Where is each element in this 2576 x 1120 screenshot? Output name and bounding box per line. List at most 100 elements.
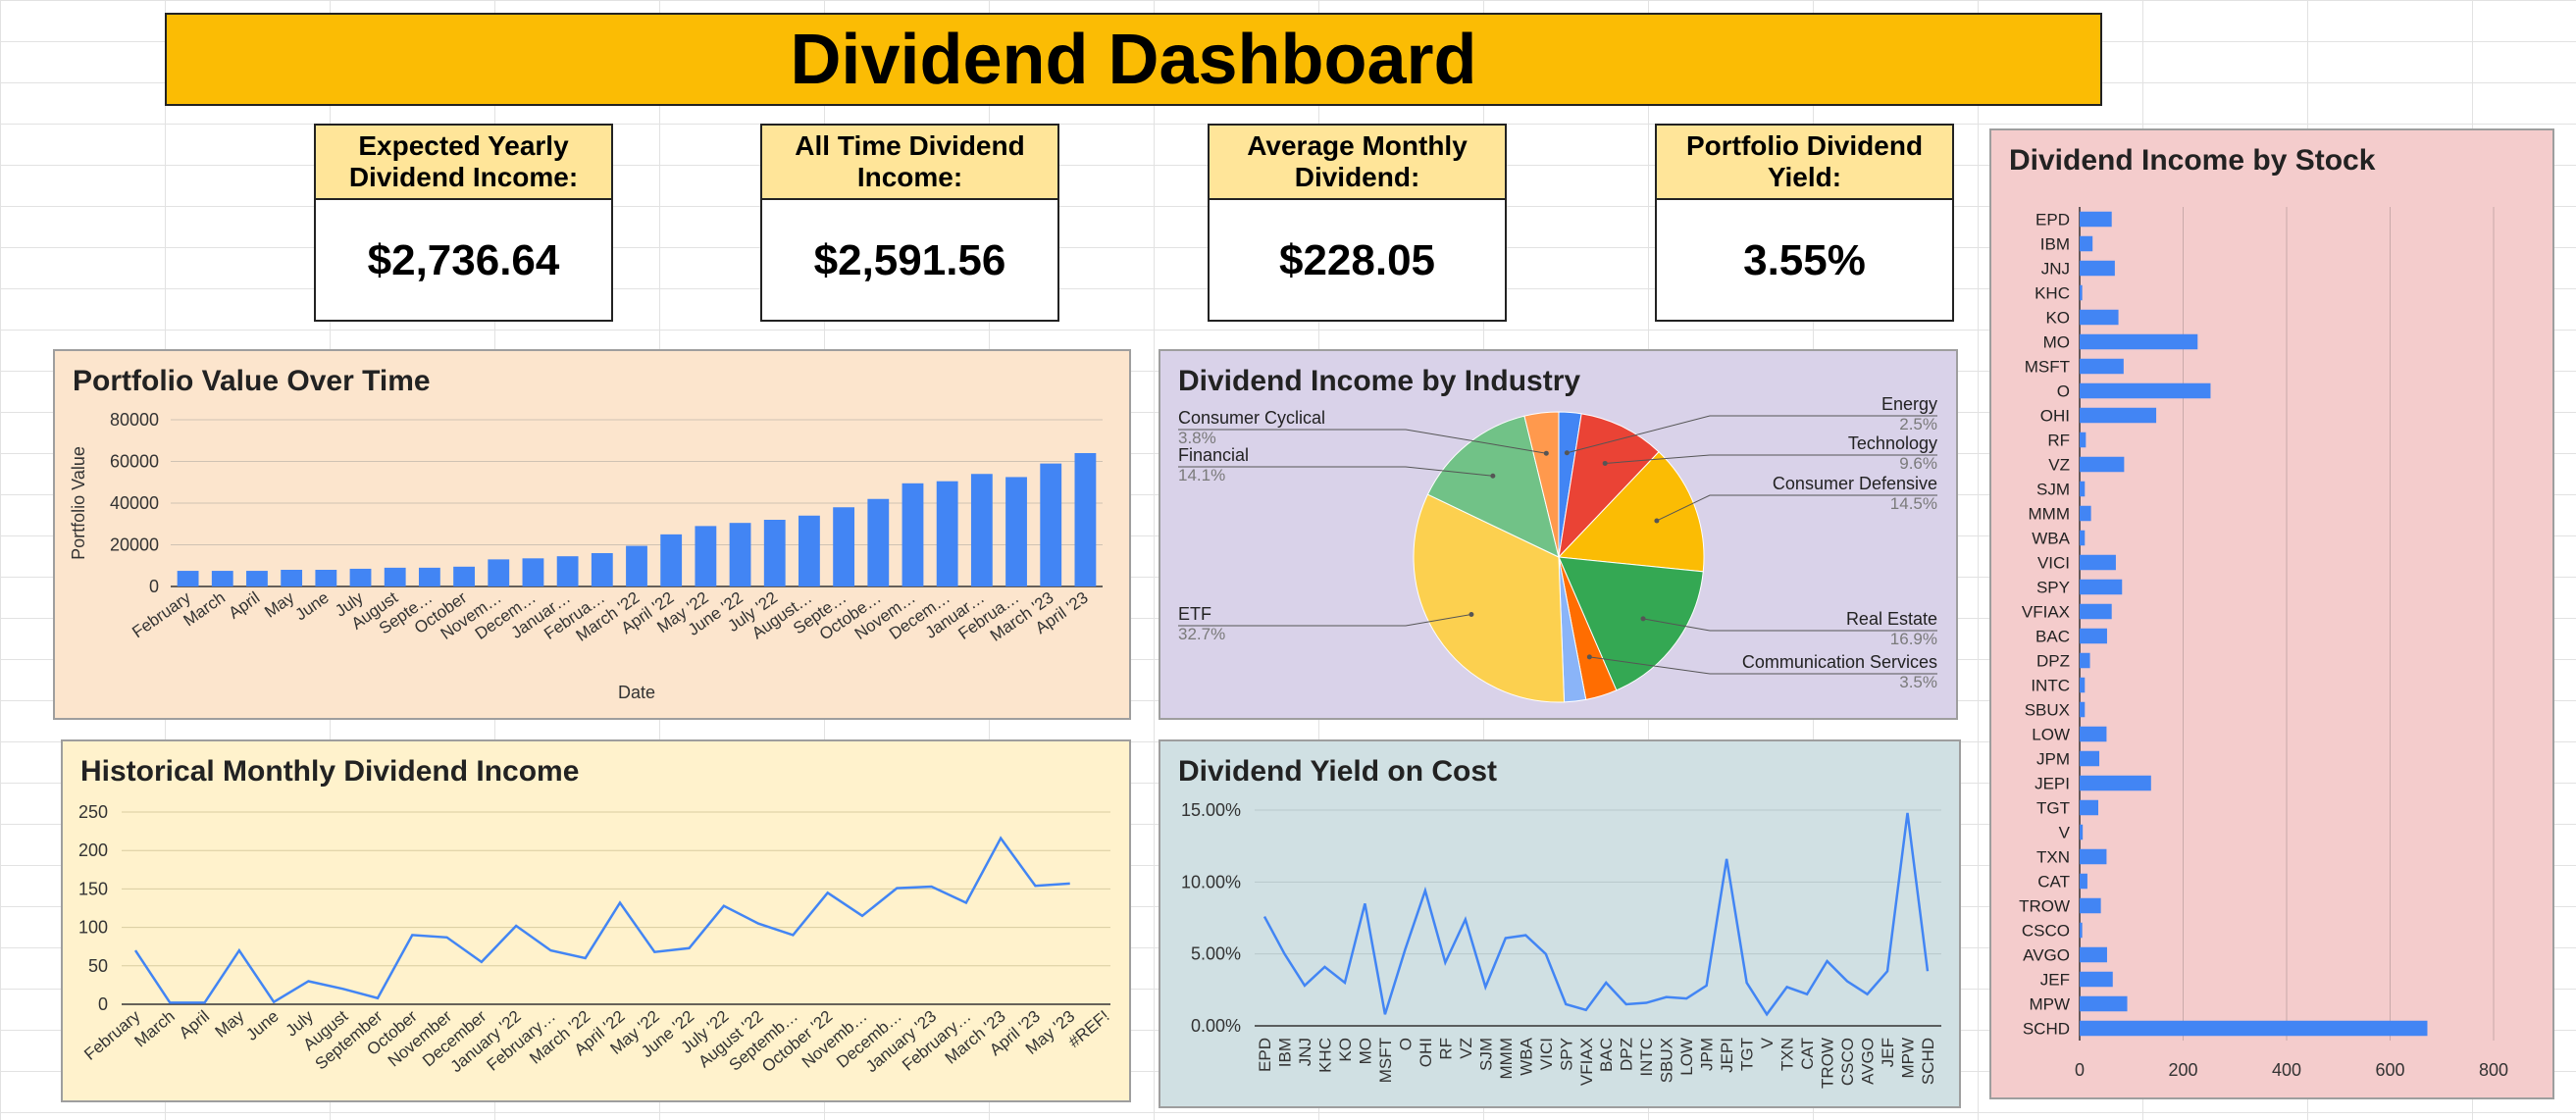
y-tick-label: 40000 (110, 493, 159, 513)
bar (2080, 382, 2211, 399)
y-tick-label: INTC (2031, 677, 2070, 695)
x-tick-label: SJM (1476, 1038, 1495, 1071)
x-tick-label: SPY (1557, 1038, 1575, 1071)
y-tick-label: MPW (2029, 995, 2070, 1014)
bar (488, 559, 510, 586)
y-tick-label: SJM (2036, 481, 2070, 499)
bar (2080, 432, 2087, 448)
bar (2080, 579, 2123, 595)
kpi-expected-yearly-income: Expected Yearly Dividend Income: $2,736.… (314, 124, 613, 322)
bar (2080, 922, 2083, 939)
y-tick-label: EPD (2035, 211, 2070, 229)
x-tick-label: SCHD (1919, 1038, 1937, 1085)
x-tick-label: OHI (1417, 1038, 1435, 1067)
y-tick-label: V (2059, 824, 2071, 842)
x-tick-label: JEPI (1718, 1038, 1736, 1073)
stock-chart-canvas: 0 200 400 600 800 EPD IBM JNJ KHC KO MO MSFT O OHI RF V… (2019, 207, 2508, 1080)
bar (2080, 407, 2157, 424)
x-tick-label: VFIAX (1577, 1038, 1596, 1086)
x-tick-label: JNJ (1296, 1038, 1314, 1066)
yield-on-cost-chart[interactable]: Dividend Yield on Cost 0.00% 5.00% 10.00% 1… (1159, 739, 1961, 1108)
pie-label: Consumer Cyclical (1178, 408, 1325, 428)
bar (349, 568, 372, 586)
y-tick-label: SBUX (2025, 701, 2070, 720)
kpi-value: $2,591.56 (813, 236, 1006, 284)
leader-line (1589, 656, 1937, 675)
y-tick-label: MMM (2029, 505, 2070, 524)
bar (384, 567, 406, 586)
y-tick-label: JEF (2040, 971, 2070, 990)
x-tick-label: JPM (1698, 1038, 1717, 1071)
y-tick-label: JNJ (2041, 260, 2070, 279)
x-tick-label: RF (1436, 1038, 1455, 1060)
y-tick-label: 60000 (110, 452, 159, 472)
x-tick-label: V (1758, 1037, 1777, 1048)
x-tick-label: June (242, 1007, 282, 1044)
y-tick-label: TXN (2036, 848, 2070, 867)
bar (2080, 726, 2107, 742)
y-tick-label: VFIAX (2022, 603, 2070, 622)
series-line (1262, 812, 1930, 1017)
kpi-value: $2,736.64 (367, 236, 560, 284)
x-tick-label: DPZ (1618, 1038, 1636, 1071)
pie-label: Energy (1881, 394, 1937, 414)
y-tick-label: KHC (2035, 284, 2070, 303)
bar (695, 526, 717, 586)
leader-line (1605, 454, 1937, 464)
bar (2080, 456, 2125, 473)
y-tick-label: 200 (78, 840, 108, 860)
stock-income-chart[interactable]: Dividend Income by Stock 0 200 400 600 800 EP… (1989, 128, 2554, 1099)
yoc-chart-canvas: 0.00% 5.00% 10.00% 15.00% EPD IBM JNJ KHC KO MO MS… (1181, 800, 1941, 1089)
pie-percent: 9.6% (1899, 454, 1937, 473)
x-tick-label: VZ (1457, 1038, 1475, 1059)
y-tick-label: BAC (2035, 628, 2070, 646)
pie-label: Financial (1178, 445, 1249, 465)
x-tick-label: MSFT (1376, 1038, 1395, 1083)
bar (763, 520, 786, 586)
x-tick-label: 800 (2479, 1060, 2508, 1080)
y-tick-label: 20000 (110, 535, 159, 555)
bar (2080, 897, 2101, 914)
historical-dividend-chart[interactable]: Historical Monthly Dividend Income 0 50 10… (61, 739, 1131, 1102)
y-tick-label: JPM (2036, 750, 2070, 769)
bar (799, 515, 820, 586)
leader-dot (1654, 518, 1660, 524)
bar (246, 571, 268, 586)
bar (591, 553, 613, 586)
x-tick-label: O (1396, 1038, 1415, 1050)
bar (2080, 995, 2128, 1012)
x-tick-label: KHC (1315, 1038, 1334, 1073)
leader-line (1567, 415, 1937, 454)
bar (660, 534, 683, 586)
y-tick-label: 0 (149, 577, 159, 596)
bar (2080, 554, 2116, 571)
pie-percent: 14.5% (1890, 494, 1937, 513)
bar (453, 566, 475, 586)
bar (2080, 284, 2083, 301)
pie-label: Communication Services (1742, 652, 1937, 672)
x-tick-label: April (176, 1007, 213, 1043)
y-tick-label: 50 (88, 956, 108, 976)
industry-pie-chart[interactable]: Dividend Income by Industry Energy 2.5% Te… (1159, 349, 1958, 720)
pie-percent: 3.5% (1899, 673, 1937, 691)
bar (2080, 505, 2091, 522)
pie-percent: 32.7% (1178, 625, 1225, 643)
y-tick-label: 15.00% (1181, 800, 1241, 820)
chart-title: Portfolio Value Over Time (73, 365, 431, 397)
x-tick-label: June (292, 588, 333, 625)
bar (2080, 481, 2086, 497)
x-tick-label: CAT (1798, 1038, 1817, 1070)
dashboard-title: Dividend Dashboard (165, 13, 2102, 106)
bar (2080, 750, 2100, 767)
leader-dot (1602, 460, 1608, 466)
kpi-label: Expected Yearly Dividend Income: (316, 126, 611, 200)
pie-label: Consumer Defensive (1773, 474, 1937, 493)
y-tick-label: AVGO (2023, 946, 2070, 965)
pie-label: ETF (1178, 604, 1211, 624)
bar (281, 570, 303, 586)
chart-title: Dividend Income by Stock (2009, 144, 2376, 177)
pie-slice (1558, 413, 1660, 559)
portfolio-value-chart[interactable]: Portfolio Value Over Time 0 20000 40000 600… (53, 349, 1131, 720)
pie-percent: 14.1% (1178, 466, 1225, 484)
leader-dot (1564, 450, 1570, 456)
